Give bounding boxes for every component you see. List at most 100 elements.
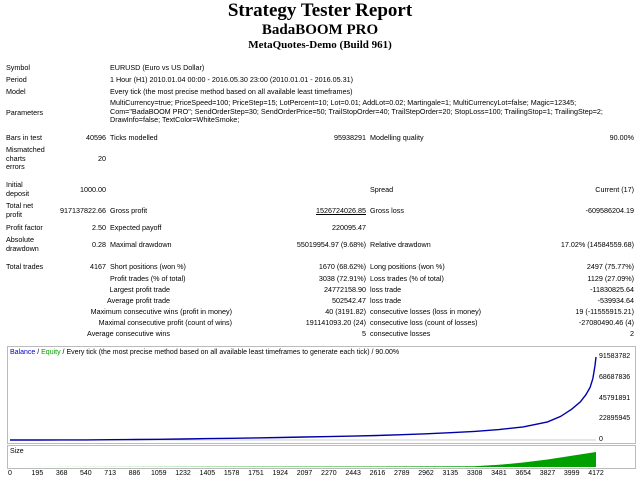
largest-profit-label: Largest profit trade (109, 285, 170, 294)
x-tick-label: 1232 (175, 470, 191, 477)
spread-value: Current (17) (595, 185, 634, 194)
x-tick-label: 2270 (321, 470, 337, 477)
x-tick-label: 1924 (272, 470, 289, 477)
bars-value: 40596 (86, 133, 106, 142)
max-drawdown-value: 55019954.97 (9.68%) (296, 240, 366, 249)
profit-trades-value: 3038 (72.91%) (318, 274, 366, 283)
x-tick-label: 3481 (491, 470, 507, 477)
gross-profit-label: Gross profit (110, 206, 148, 215)
balance-chart: Balance / Equity / Every tick (the most … (7, 346, 636, 444)
x-tick-label: 1578 (223, 470, 240, 477)
y-tick-label: 68687836 (599, 373, 631, 381)
x-tick-label: 3654 (515, 470, 532, 477)
size-chart: Size (7, 445, 636, 469)
quality-value: 90.00% (609, 133, 634, 142)
largest-profit-value: 24772158.90 (324, 285, 366, 294)
gross-profit-value: 1526724026.85 (316, 206, 366, 215)
y-tick-label: 0 (599, 436, 603, 443)
model-label: Model (6, 87, 26, 96)
x-tick-label: 1059 (150, 470, 167, 477)
deposit-value: 1000.00 (80, 185, 106, 194)
ticks-value: 95938291 (334, 133, 366, 142)
average-profit-value: 502542.47 (332, 296, 366, 305)
max-consec-wins-label: Maximum consecutive wins (profit in mone… (90, 307, 232, 316)
profit-trades-label: Profit trades (% of total) (110, 274, 186, 283)
max-consec-losses-label: consecutive losses (loss in money) (370, 307, 482, 316)
loss-trades-value: 1129 (27.09%) (587, 274, 634, 283)
short-positions-label: Short positions (won %) (110, 262, 186, 271)
abs-drawdown-label: Absolute drawdown (6, 235, 39, 253)
x-tick-label: 1751 (248, 470, 264, 477)
average-profit-label: Average profit trade (107, 296, 170, 305)
period-label: Period (6, 75, 27, 84)
rel-drawdown-value: 17.02% (14584559.68) (560, 240, 634, 249)
parameters-value: MultiCurrency=true; PriceSpeed=100; Pric… (110, 98, 603, 125)
bars-label: Bars in test (6, 133, 42, 142)
balance-chart-plot (10, 356, 597, 441)
gross-loss-value: -609586204.19 (585, 206, 634, 215)
net-profit-label: Total net profit (6, 201, 34, 219)
max-consec-losses-value: 19 (-11555915.21) (575, 307, 634, 316)
size-chart-plot (10, 452, 596, 467)
size-fill-area (10, 452, 596, 467)
x-tick-label: 2789 (393, 470, 410, 477)
gross-loss-label: Gross loss (370, 206, 404, 215)
long-positions-label: Long positions (won %) (370, 262, 445, 271)
y-tick-label: 45791891 (599, 394, 631, 402)
balance-series-line (10, 356, 597, 441)
x-tick-label: 540 (80, 470, 92, 477)
mismatch-value: 20 (98, 154, 106, 163)
chart-legend: Balance / Equity / Every tick (the most … (10, 349, 400, 356)
mismatch-label: Mismatched charts errors (6, 145, 45, 172)
long-positions-value: 2497 (75.77%) (586, 262, 634, 271)
max-consec-loss-label: consecutive loss (count of losses) (370, 318, 478, 327)
legend-description: / Every tick (the most precise method ba… (60, 349, 400, 356)
size-label: Size (10, 448, 24, 455)
average-loss-label: loss trade (370, 296, 402, 305)
expected-payoff-label: Expected payoff (110, 223, 162, 232)
max-consec-profit-label: Maximal consecutive profit (count of win… (98, 318, 232, 327)
spread-label: Spread (370, 185, 394, 194)
y-tick-label: 91583782 (599, 353, 631, 360)
largest-loss-label: loss trade (370, 285, 402, 294)
expert-name: BadaBOOM PRO (261, 22, 379, 38)
server-build: MetaQuotes-Demo (Build 961) (248, 39, 392, 51)
legend-equity: Equity (41, 349, 61, 356)
largest-loss-value: -11830825.64 (590, 285, 634, 294)
x-tick-label: 195 (31, 470, 44, 477)
net-profit-value: 917137822.66 (60, 206, 106, 215)
avg-consec-wins-value: 5 (362, 329, 366, 338)
max-consec-profit-value: 191141093.20 (24) (305, 318, 366, 327)
x-tick-label: 4172 (588, 470, 604, 477)
abs-drawdown-value: 0.28 (92, 240, 106, 249)
avg-consec-losses-value: 2 (630, 329, 634, 338)
x-tick-label: 1405 (199, 470, 216, 477)
total-trades-label: Total trades (6, 262, 44, 271)
x-tick-label: 2616 (369, 470, 386, 477)
max-consec-wins-value: 40 (3191.82) (325, 307, 366, 316)
period-value: 1 Hour (H1) 2010.01.04 00:00 - 2016.05.3… (110, 75, 353, 84)
x-tick-label: 2962 (418, 470, 434, 477)
ticks-label: Ticks modelled (110, 133, 158, 142)
x-tick-label: 3999 (563, 470, 580, 477)
x-tick-label: 0 (8, 470, 12, 477)
max-drawdown-label: Maximal drawdown (110, 240, 172, 249)
x-tick-label: 2443 (345, 470, 361, 477)
x-tick-label: 2097 (296, 470, 313, 477)
x-tick-label: 368 (55, 470, 68, 477)
x-tick-label: 3308 (466, 470, 483, 477)
quality-label: Modelling quality (370, 133, 424, 142)
profit-factor-label: Profit factor (6, 223, 43, 232)
expected-payoff-value: 220095.47 (332, 223, 366, 232)
legend-balance: Balance (10, 349, 36, 356)
symbol-label: Symbol (6, 63, 30, 72)
deposit-label: Initial deposit (6, 180, 30, 198)
y-tick-label: 22895945 (599, 415, 631, 423)
x-tick-label: 3827 (539, 470, 556, 477)
model-value: Every tick (the most precise method base… (110, 87, 353, 96)
x-tick-label: 3135 (442, 470, 459, 477)
parameters-label: Parameters (6, 108, 44, 117)
symbol-value: EURUSD (Euro vs US Dollar) (110, 63, 205, 72)
loss-trades-label: Loss trades (% of total) (370, 274, 444, 283)
short-positions-value: 1670 (68.62%) (318, 262, 366, 271)
